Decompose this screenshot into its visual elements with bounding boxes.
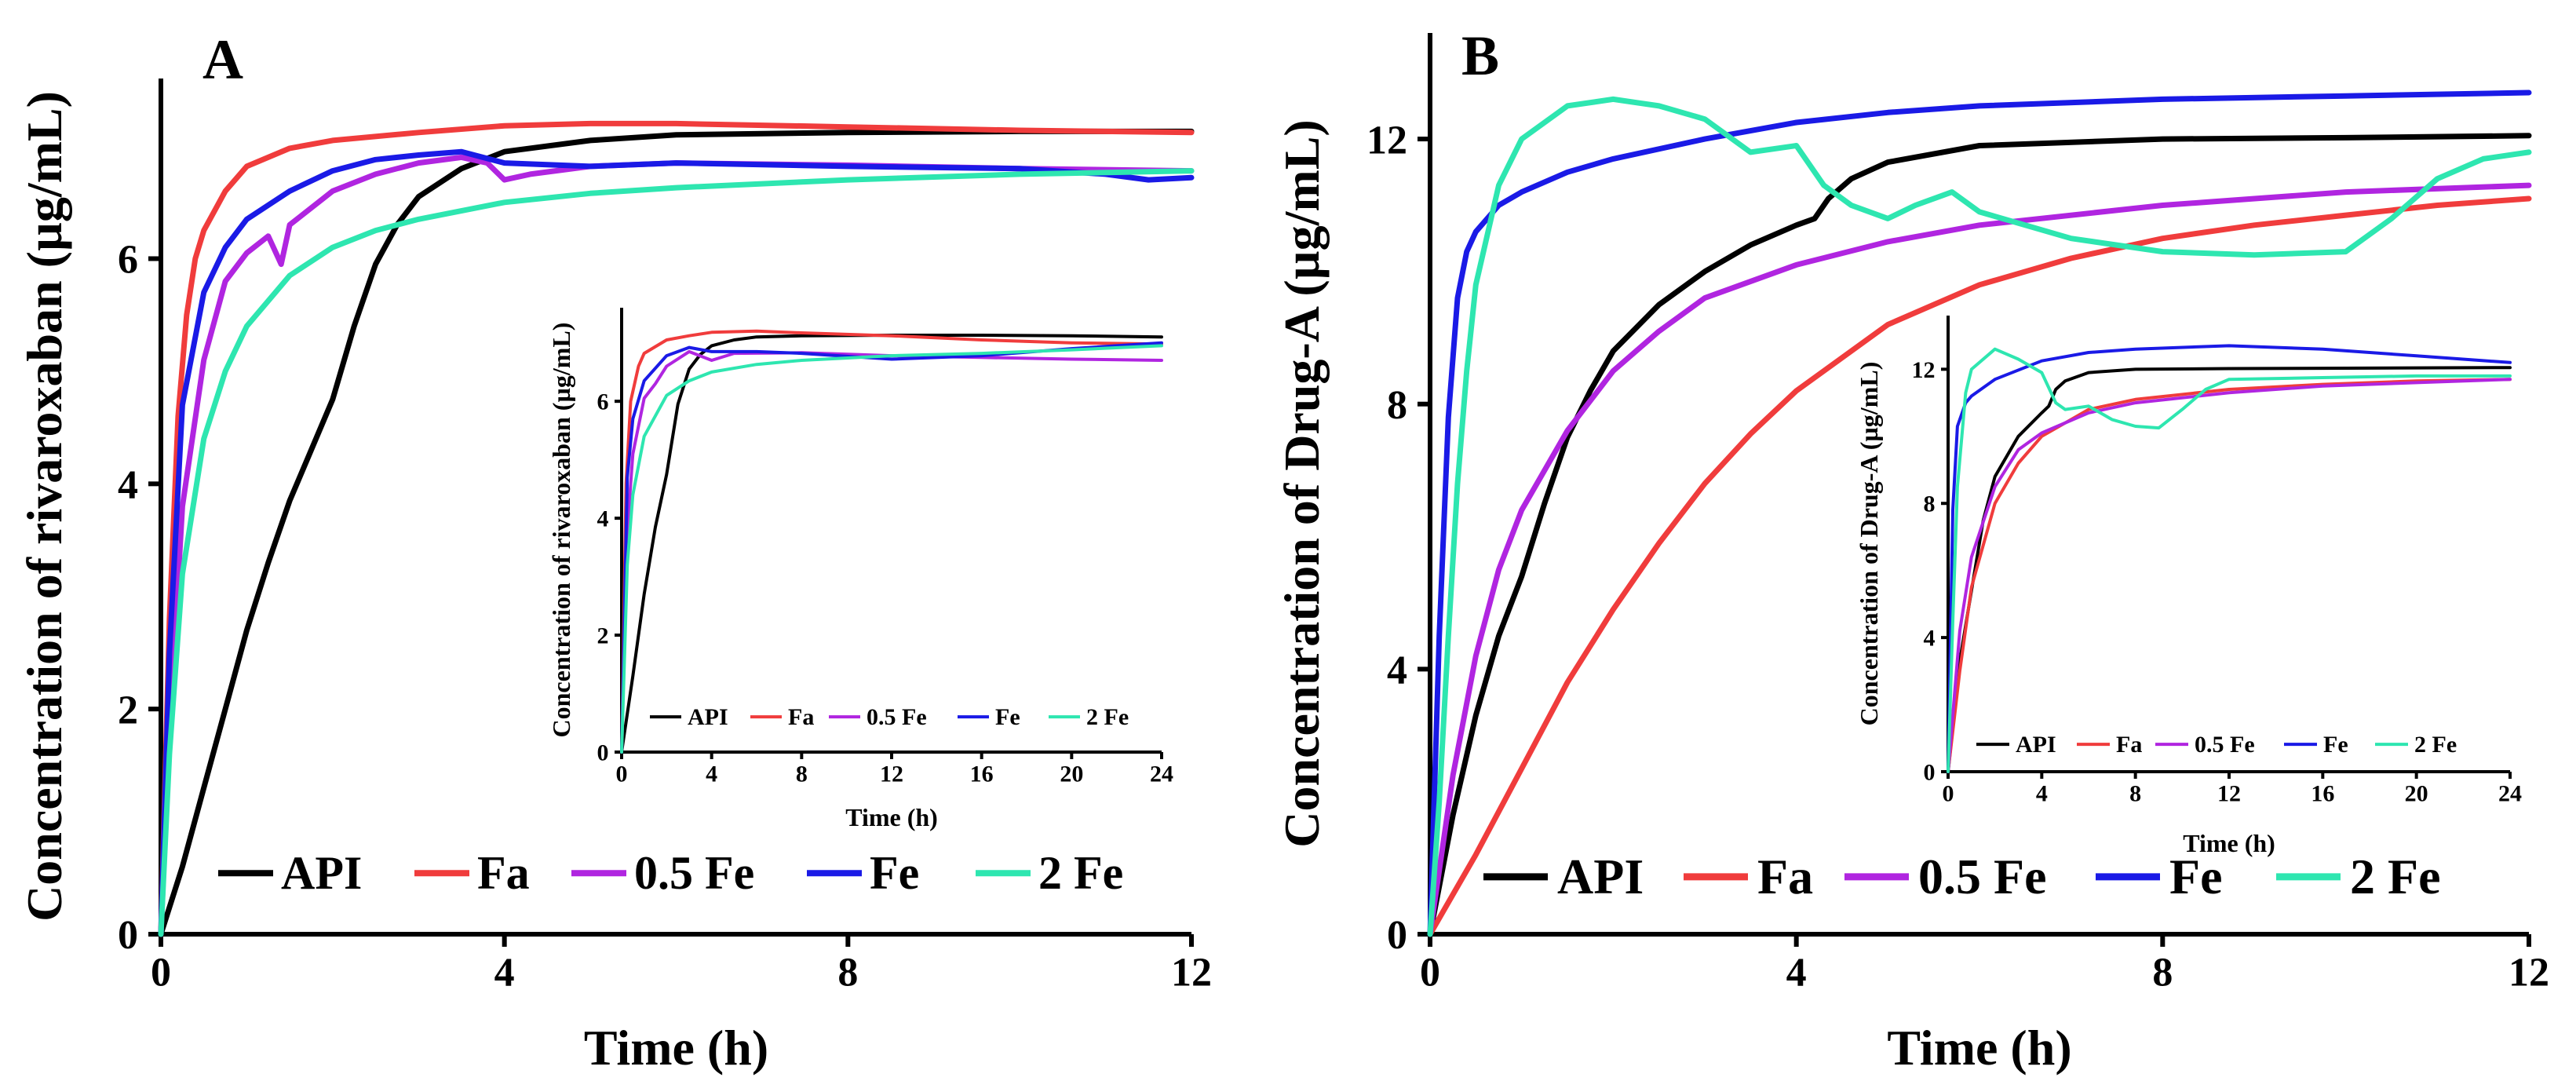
x-tick-label: 24 xyxy=(1150,761,1173,787)
legend-label: Fa xyxy=(1757,849,1813,904)
series-line-fe xyxy=(1947,344,2512,773)
y-tick-label: 0 xyxy=(1924,760,1936,786)
panel-a-label: A xyxy=(203,28,243,91)
x-tick-label: 4 xyxy=(706,761,717,787)
legend-label: API xyxy=(688,704,728,730)
series-line-api xyxy=(158,128,1195,937)
x-tick-label: 0 xyxy=(151,950,171,995)
x-axis-label: Time (h) xyxy=(584,1020,768,1076)
series-line-05-fe xyxy=(1947,378,2512,773)
x-tick-label: 4 xyxy=(494,950,515,995)
y-tick-label: 12 xyxy=(1366,118,1407,163)
series-line-2-fe xyxy=(620,344,1163,754)
series-line-fa xyxy=(620,329,1163,754)
series-line-fe xyxy=(1427,89,2532,937)
y-tick-label: 0 xyxy=(1387,913,1407,958)
series-line-api xyxy=(620,334,1163,754)
y-tick-label: 12 xyxy=(1912,357,1936,383)
y-tick-label: 6 xyxy=(597,389,609,415)
x-tick-label: 12 xyxy=(2217,781,2241,807)
y-axis-label: Concentration of rivaroxaban (µg/mL) xyxy=(16,91,72,922)
legend-label: 0.5 Fe xyxy=(634,847,754,899)
legend-label: 2 Fe xyxy=(2414,732,2457,758)
chart-B-main: 0 4 8 12 0 4 8 12 Time (h) Concentration of Drug-… xyxy=(1274,33,2549,1076)
x-tick-label: 0 xyxy=(1420,950,1440,995)
series-line-fa xyxy=(1427,195,2532,937)
x-tick-label: 12 xyxy=(1171,950,1212,995)
x-tick-label: 20 xyxy=(1060,761,1083,787)
y-tick-label: 0 xyxy=(597,740,609,766)
y-axis-label: Concentration of Drug-A (µg/mL) xyxy=(1274,119,1330,847)
x-tick-label: 4 xyxy=(1786,950,1807,995)
series-line-api xyxy=(1427,133,2532,937)
x-tick-label: 4 xyxy=(2036,781,2048,807)
y-tick-label: 4 xyxy=(597,506,609,532)
y-axis-label: Concentration of Drug-A (µg/mL) xyxy=(1855,362,1883,726)
legend-label: Fe xyxy=(995,704,1020,730)
x-tick-label: 0 xyxy=(616,761,628,787)
series-line-2-fe xyxy=(158,168,1195,937)
x-axis-label: Time (h) xyxy=(2183,829,2275,857)
series-line-05-fe xyxy=(158,154,1195,937)
x-tick-label: 8 xyxy=(2129,781,2141,807)
series-line-fe xyxy=(158,148,1195,937)
series-line-fa xyxy=(158,120,1195,937)
y-tick-label: 4 xyxy=(1924,626,1936,652)
y-tick-label: 2 xyxy=(597,623,609,649)
legend-label: 2 Fe xyxy=(1038,847,1123,899)
legend-label: API xyxy=(281,847,362,899)
legend-label: Fa xyxy=(788,704,814,730)
legend-label: Fa xyxy=(477,847,530,899)
y-axis-label: Concentration of rivaroxaban (µg/mL) xyxy=(547,323,575,738)
legend-label: Fa xyxy=(2116,732,2142,758)
series-line-05-fe xyxy=(1427,182,2532,937)
chart-B-inset: 0 4 8 12 16 20 24 0 4 8 12 Time (h) Concentration of… xyxy=(1855,316,2522,857)
x-axis-label: Time (h) xyxy=(845,803,938,831)
legend-label: Fe xyxy=(2169,849,2223,904)
x-tick-label: 24 xyxy=(2498,781,2522,807)
x-tick-label: 12 xyxy=(880,761,903,787)
legend-label: 0.5 Fe xyxy=(1918,849,2047,904)
x-tick-label: 20 xyxy=(2405,781,2428,807)
series-line-2-fe xyxy=(1947,347,2512,773)
series-line-05-fe xyxy=(620,349,1163,754)
legend-label: API xyxy=(1557,849,1644,904)
panel-b-label: B xyxy=(1461,24,1499,87)
series-line-api xyxy=(1947,366,2512,773)
legend-label: Fe xyxy=(870,847,919,899)
legend-label: 2 Fe xyxy=(2350,849,2441,904)
x-tick-label: 8 xyxy=(796,761,808,787)
legend-label: 0.5 Fe xyxy=(867,704,927,730)
x-tick-label: 16 xyxy=(970,761,994,787)
y-tick-label: 2 xyxy=(118,688,138,732)
y-tick-label: 4 xyxy=(118,463,138,508)
legend-label: 2 Fe xyxy=(1086,704,1129,730)
y-tick-label: 0 xyxy=(118,913,138,958)
legend-label: API xyxy=(2016,732,2056,758)
y-tick-label: 8 xyxy=(1387,383,1407,428)
x-axis-label: Time (h) xyxy=(1887,1020,2071,1076)
x-tick-label: 0 xyxy=(1943,781,1954,807)
series-line-2-fe xyxy=(1427,96,2532,937)
legend-label: 0.5 Fe xyxy=(2195,732,2255,758)
x-tick-label: 16 xyxy=(2311,781,2334,807)
y-tick-label: 4 xyxy=(1387,648,1407,693)
x-tick-label: 12 xyxy=(2508,950,2549,995)
x-tick-label: 8 xyxy=(837,950,858,995)
series-line-fe xyxy=(620,341,1163,754)
y-tick-label: 6 xyxy=(118,238,138,283)
x-tick-label: 8 xyxy=(2152,950,2173,995)
y-tick-label: 8 xyxy=(1924,491,1936,517)
legend-label: Fe xyxy=(2323,732,2348,758)
